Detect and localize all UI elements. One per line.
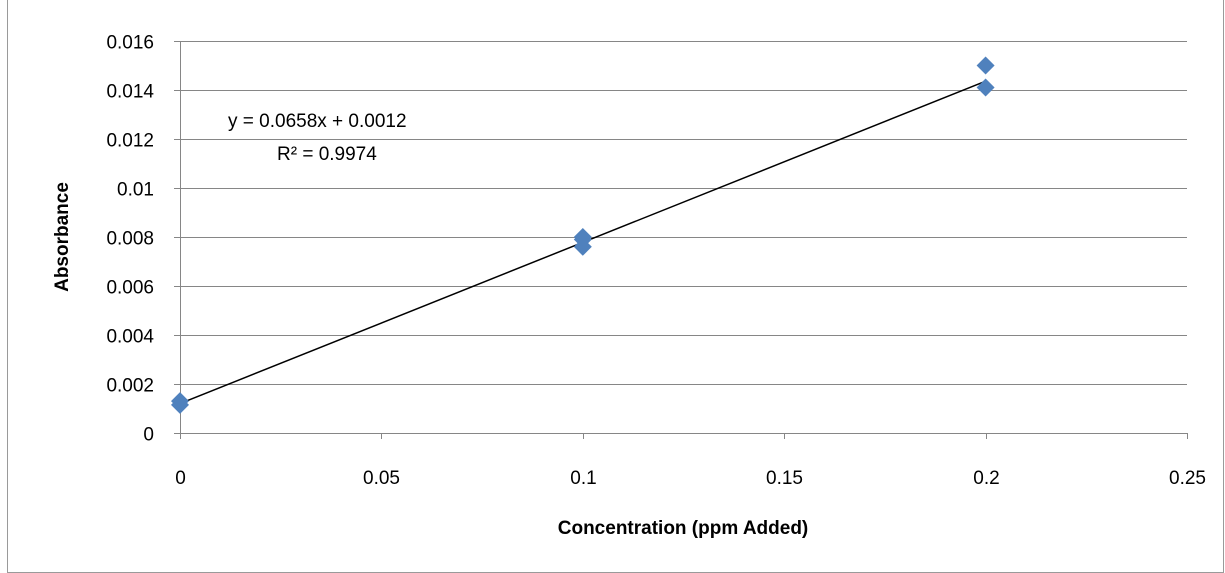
x-tick-label: 0.05 <box>363 468 400 489</box>
y-tick-label: 0.016 <box>106 33 154 54</box>
y-tick-label: 0.014 <box>106 82 154 103</box>
data-points <box>171 56 995 414</box>
x-tick-label: 0.15 <box>766 468 803 489</box>
x-tick-label: 0.1 <box>570 468 596 489</box>
data-point <box>573 228 592 246</box>
x-axis-title: Concentration (ppm Added) <box>558 518 809 539</box>
x-tick-label: 0 <box>175 468 186 489</box>
y-tick-label: 0.006 <box>106 278 154 299</box>
trendline-equation: y = 0.0658x + 0.0012 <box>228 111 407 132</box>
y-tick-label: 0 <box>143 425 154 446</box>
y-tick-label: 0.008 <box>106 229 154 250</box>
x-tick-label: 0.25 <box>1169 468 1206 489</box>
y-axis-tick-labels: 0 0.002 0.004 0.006 0.008 0.01 0.012 0.014 0.016 <box>106 33 154 446</box>
axes <box>174 41 1188 439</box>
y-tick-label: 0.002 <box>106 376 154 397</box>
data-point <box>171 392 189 411</box>
y-tick-label: 0.01 <box>117 180 154 201</box>
y-tick-label: 0.004 <box>106 327 154 348</box>
x-axis-tick-labels: 0 0.05 0.1 0.15 0.2 0.25 <box>175 468 1206 489</box>
data-point <box>976 56 995 75</box>
data-point <box>976 78 995 97</box>
y-axis-title: Absorbance <box>52 182 73 292</box>
x-tick-label: 0.2 <box>973 468 999 489</box>
y-tick-label: 0.012 <box>106 131 154 152</box>
trendline-r-squared: R² = 0.9974 <box>277 144 377 165</box>
gridlines <box>180 41 1187 385</box>
